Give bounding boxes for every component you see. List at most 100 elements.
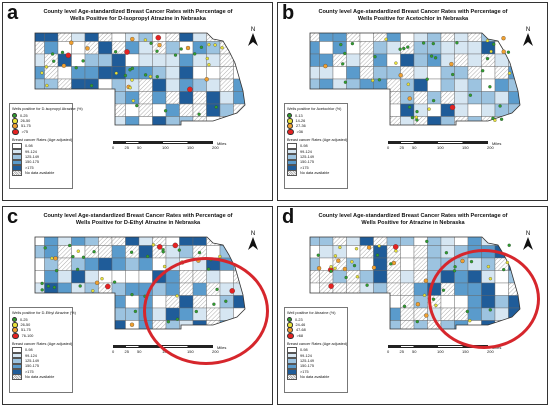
county [152, 116, 167, 125]
well-marker [52, 59, 56, 63]
well-marker [392, 244, 399, 250]
well-marker [155, 75, 159, 79]
county [508, 237, 520, 246]
well-marker [53, 256, 58, 261]
county [481, 66, 496, 80]
county [454, 33, 469, 42]
county [57, 237, 72, 246]
well-marker [52, 285, 57, 290]
no-data-legend-item: No data available [287, 374, 345, 381]
county [332, 237, 347, 246]
cancer-legend-item: 99-124 [287, 148, 345, 155]
county [98, 78, 113, 92]
county [71, 116, 86, 125]
county [454, 53, 469, 67]
county [400, 245, 415, 259]
county [373, 41, 388, 55]
cancer-swatch [12, 159, 22, 166]
well-marker [371, 265, 377, 270]
county [467, 66, 482, 80]
county [111, 91, 126, 105]
county [179, 103, 194, 117]
well-marker [329, 265, 333, 269]
well-marker [71, 254, 75, 259]
county [440, 78, 455, 92]
well-dot-icon [12, 322, 18, 328]
county [179, 116, 194, 125]
county [310, 41, 320, 55]
county [413, 103, 428, 117]
wells-legend-item: >36 [287, 128, 345, 136]
county [206, 78, 221, 92]
no-data-label: No data available [25, 375, 55, 380]
well-dot-icon [12, 113, 17, 119]
well-marker [94, 280, 100, 285]
county [111, 66, 126, 80]
county [413, 41, 428, 55]
cancer-class-label: 125-149 [300, 359, 314, 364]
well-marker [75, 267, 80, 272]
county [44, 282, 59, 296]
county [346, 307, 361, 321]
well-dot-icon [287, 317, 292, 323]
county [359, 295, 374, 309]
well-marker [407, 96, 412, 101]
nebraska-county-map [34, 32, 246, 126]
cancer-swatch [287, 369, 297, 375]
county [310, 78, 320, 92]
well-marker [415, 319, 419, 324]
county [179, 237, 194, 246]
wells-class-label: 0-13 [295, 113, 303, 118]
county [233, 66, 245, 80]
wells-class-label: 51-75 [21, 124, 31, 129]
county [233, 33, 245, 42]
well-marker [40, 288, 44, 292]
county [165, 91, 180, 105]
wells-legend-title: Wells positive for D-isopropyl Atrazine … [12, 107, 83, 111]
well-marker [343, 80, 348, 84]
well-marker [130, 292, 134, 297]
county [386, 53, 401, 67]
county [98, 320, 113, 329]
county [71, 33, 86, 42]
wells-class-label: >36 [296, 129, 304, 134]
well-marker [148, 74, 153, 79]
county [98, 257, 113, 271]
county [400, 257, 415, 271]
north-label: N [251, 231, 255, 237]
well-dot-icon [12, 317, 17, 323]
county [346, 245, 361, 259]
north-arrow-icon: N [248, 27, 258, 46]
cancer-legend-item: 150-175 [287, 363, 345, 370]
well-marker [40, 71, 44, 75]
county [310, 53, 320, 67]
cancer-class-label: 125-149 [25, 155, 39, 160]
well-marker [328, 283, 334, 289]
county [165, 237, 180, 246]
scale-tick-label: 25 [399, 145, 404, 150]
well-marker [131, 99, 135, 103]
county [71, 270, 86, 284]
cancer-swatch [287, 143, 297, 150]
county [35, 245, 45, 259]
well-marker [130, 36, 135, 42]
cancer-class-label: 0-98 [25, 144, 33, 149]
cancer-legend-item: >175 [12, 165, 70, 171]
well-marker [421, 41, 426, 45]
well-marker [129, 322, 135, 327]
well-marker [113, 50, 118, 54]
cancer-legend-item: 99-124 [287, 352, 345, 359]
county [71, 237, 86, 246]
county [219, 33, 234, 42]
county [346, 295, 361, 309]
county [494, 33, 509, 42]
well-marker [129, 250, 134, 254]
well-marker [410, 115, 415, 120]
no-data-swatch [287, 170, 297, 177]
cancer-class-label: 99-124 [25, 353, 37, 358]
well-marker [316, 253, 320, 257]
well-marker [366, 245, 372, 250]
county [165, 103, 180, 117]
well-marker [398, 73, 403, 78]
panel-letter: a [7, 2, 19, 24]
